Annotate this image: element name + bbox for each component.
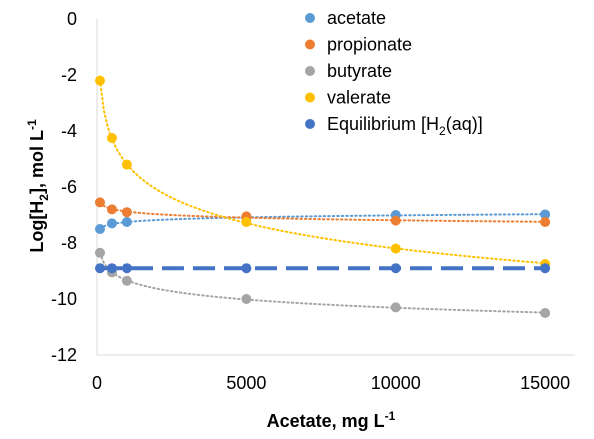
legend: acetate propionate butyrate valerate Equilib…: [305, 8, 483, 138]
series-2-point-0: [94, 247, 105, 258]
svg-text:Log[H2], mol L-1: Log[H2], mol L-1: [25, 119, 51, 253]
series-1-point-2: [121, 207, 132, 218]
series-3-point-2: [121, 159, 132, 170]
y-axis-title-subscript: 2: [37, 194, 51, 201]
y-axis-title: Log[H2], mol L-1: [25, 119, 51, 253]
series-0-point-2: [121, 217, 132, 227]
series-0-trendline: [98, 213, 547, 230]
series-3-point-4: [390, 243, 401, 254]
series-3-point-1: [106, 133, 117, 143]
y-tick-label: -8: [61, 233, 77, 253]
series-1-point-1: [106, 204, 117, 215]
series-3-point-3: [241, 217, 252, 227]
series-3-trendline: [98, 79, 547, 265]
legend-label-4: Equilibrium [H2(aq)]: [327, 114, 483, 138]
y-tick-label: -12: [51, 345, 77, 365]
series-4-point-4: [390, 263, 401, 274]
series-0-point-5: [540, 209, 551, 220]
series-1: [94, 197, 551, 227]
x-axis-title-main: Acetate, mg L: [267, 411, 385, 431]
series-3: [94, 75, 551, 269]
legend-marker-1: [305, 39, 315, 50]
series-2-point-5: [540, 308, 551, 318]
series-4-point-3: [241, 263, 252, 274]
series-2-point-3: [241, 294, 252, 304]
series-4-point-5: [540, 263, 551, 274]
series-4: [94, 263, 551, 274]
series-2-trendline: [98, 252, 547, 314]
y-tick-label: -4: [61, 121, 77, 141]
y-axis-title-rest: ], mol L: [27, 130, 47, 194]
series-1-point-4: [390, 215, 401, 226]
y-tick-label: -6: [61, 177, 77, 197]
y-axis-title-main: Log[H: [27, 201, 47, 253]
x-tick-label: 15000: [520, 373, 570, 393]
legend-label-2: butyrate: [327, 61, 392, 81]
series-3-point-0: [94, 75, 105, 86]
x-tick-label: 5000: [226, 373, 266, 393]
x-axis-title-superscript: -1: [385, 409, 396, 423]
legend-label-0: acetate: [327, 8, 386, 28]
series-0-point-0: [94, 224, 105, 234]
legend-label-3: valerate: [327, 88, 391, 108]
y-axis-title-superscript: -1: [25, 119, 39, 130]
y-tick-label: -2: [61, 65, 77, 85]
legend-label-1: propionate: [327, 35, 412, 55]
legend-marker-3: [305, 92, 315, 103]
x-axis-title: Acetate, mg L-1: [267, 409, 396, 431]
series-4-point-2: [121, 263, 132, 274]
x-tick-label: 10000: [371, 373, 421, 393]
series-1-point-0: [94, 197, 105, 208]
y-tick-label: 0: [67, 9, 77, 29]
y-tick-label: -10: [51, 289, 77, 309]
series-0-point-1: [106, 218, 117, 229]
series-4-point-0: [94, 263, 105, 274]
legend-marker-4: [305, 119, 315, 129]
legend-marker-2: [305, 66, 315, 76]
x-tick-label: 0: [92, 373, 102, 393]
series-1-point-5: [540, 217, 551, 227]
series-2-point-2: [121, 275, 132, 286]
svg-text:Acetate, mg L-1: Acetate, mg L-1: [267, 409, 396, 431]
series-1-trendline: [98, 201, 547, 223]
series-2-point-4: [390, 302, 401, 313]
plot-area: 0 -2 -4 -6 -8 -10 -12 0 5000 10000 15000: [51, 9, 575, 393]
series-4-point-1: [106, 263, 117, 274]
legend-marker-0: [305, 13, 315, 23]
